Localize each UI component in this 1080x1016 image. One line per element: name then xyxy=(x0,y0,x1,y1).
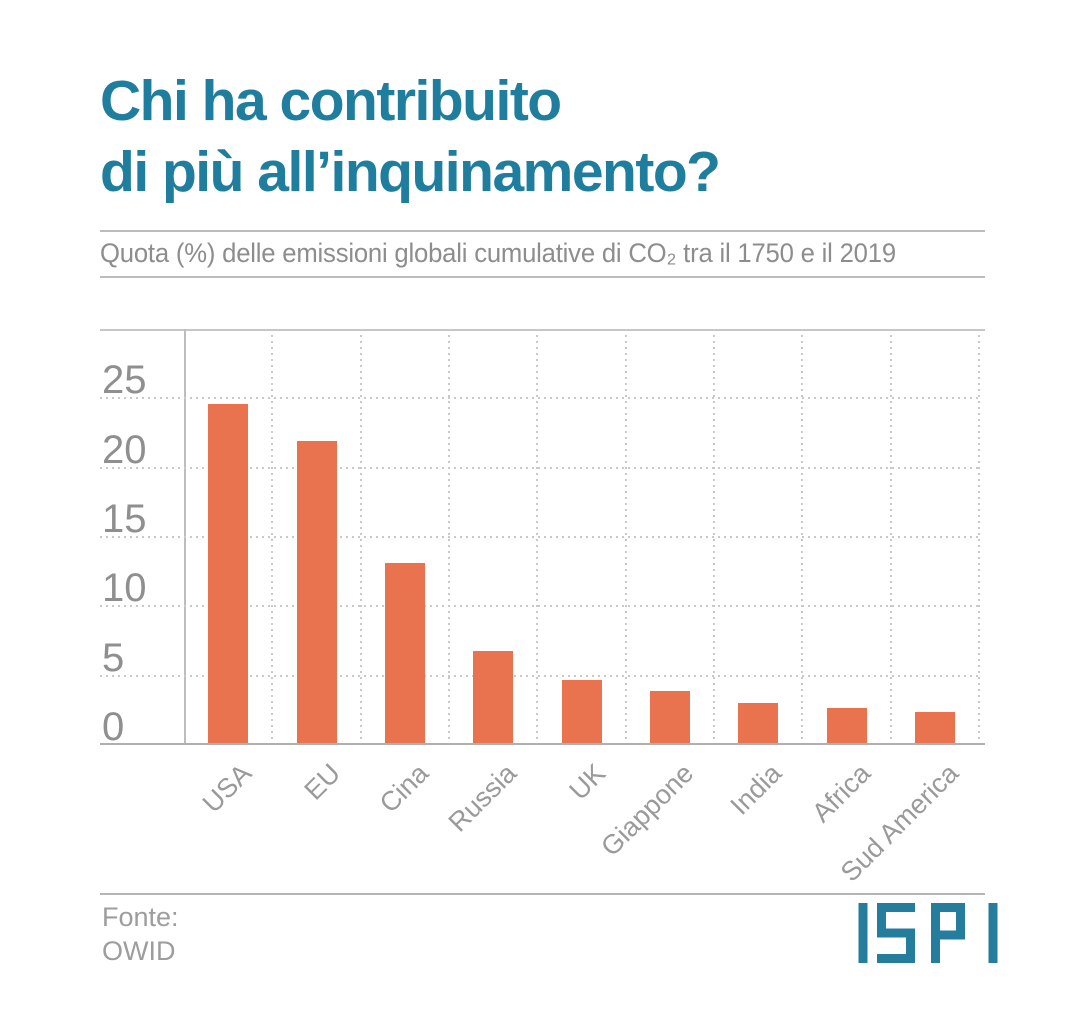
ispi-logo xyxy=(858,903,998,968)
x-label-giappone: Giappone xyxy=(595,758,700,863)
y-tick-15: 15 xyxy=(102,497,147,541)
gridline-h-10 xyxy=(100,605,979,608)
x-label-uk: UK xyxy=(562,758,611,806)
bar-eu xyxy=(296,441,337,745)
plot-top-border xyxy=(100,329,985,331)
bar-chart: 0 5 10 15 20 25 xyxy=(100,329,985,749)
gridline-h-5 xyxy=(100,674,979,677)
title-line-2: di più all’inquinamento? xyxy=(100,140,721,204)
source-note: Fonte: OWID xyxy=(102,900,179,968)
bar-africa xyxy=(826,707,867,745)
bar-india xyxy=(738,703,779,745)
title-line-1: Chi ha contribuito xyxy=(100,69,562,133)
y-tick-5: 5 xyxy=(102,635,125,680)
y-tick-10: 10 xyxy=(102,566,147,611)
x-label-africa: Africa xyxy=(805,758,876,829)
x-label-cina: Cina xyxy=(373,758,435,819)
bar-usa xyxy=(208,403,249,745)
gridline-h-15 xyxy=(100,536,979,538)
bar-giappone xyxy=(649,690,690,745)
x-label-usa: USA xyxy=(196,758,258,819)
x-label-eu: EU xyxy=(297,758,346,806)
gridline-v-1 xyxy=(271,329,274,745)
gridline-v-3 xyxy=(448,329,450,745)
logo-letter-s xyxy=(877,903,915,963)
bar-sud-america xyxy=(914,711,955,745)
x-axis-line xyxy=(100,743,985,745)
ispi-logo-glyphs xyxy=(858,903,998,963)
x-label-sud-america: Sud America xyxy=(834,758,965,888)
bar-uk xyxy=(561,679,602,745)
gridline-v-2 xyxy=(359,329,362,745)
bar-russia xyxy=(473,650,514,745)
gridline-v-8 xyxy=(889,329,892,745)
gridline-h-25 xyxy=(100,397,979,400)
subtitle-top-rule xyxy=(100,230,985,232)
footer-rule xyxy=(100,893,985,895)
source-value: OWID xyxy=(102,936,176,966)
subtitle-bottom-rule xyxy=(100,276,985,278)
y-tick-20: 20 xyxy=(102,427,147,472)
x-label-india: India xyxy=(724,758,788,821)
gridline-v-6 xyxy=(713,329,715,745)
y-tick-0: 0 xyxy=(102,705,125,749)
source-label: Fonte: xyxy=(102,902,179,932)
gridline-v-9 xyxy=(978,329,980,745)
x-label-russia: Russia xyxy=(442,758,523,838)
gridline-h-20 xyxy=(100,466,979,469)
gridline-v-4 xyxy=(536,329,539,745)
page-title: Chi ha contribuito di più all’inquinamen… xyxy=(100,66,721,208)
logo-letter-p xyxy=(931,903,965,963)
gridline-v-5 xyxy=(624,329,627,745)
gridline-v-7 xyxy=(801,329,804,745)
chart-subtitle: Quota (%) delle emissioni globali cumula… xyxy=(100,238,896,268)
y-tick-25: 25 xyxy=(102,358,147,403)
bar-cina xyxy=(384,563,425,745)
